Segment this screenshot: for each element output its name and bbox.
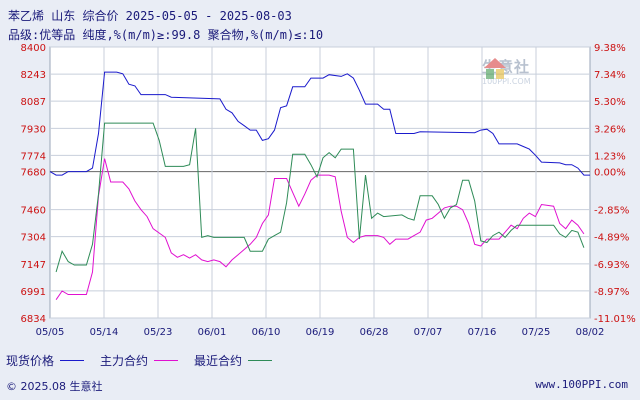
y-tick-label-right: 3.26% xyxy=(594,124,626,135)
legend-label-spot: 现货价格 xyxy=(6,354,55,368)
y-tick-label-right: -4.89% xyxy=(594,233,629,244)
x-tick-label: 06/19 xyxy=(306,327,335,338)
y-tick-label-right: -8.97% xyxy=(594,287,629,298)
y-tick-label-right: -6.93% xyxy=(594,260,629,271)
y-tick-label-right: 0.00% xyxy=(594,168,626,179)
y-tick-label-left: 7680 xyxy=(21,168,46,179)
legend-item-nearest: 最近合约 xyxy=(194,352,273,369)
x-tick-label: 07/25 xyxy=(522,327,551,338)
y-tick-label-left: 7774 xyxy=(21,151,46,162)
x-tick-label: 07/16 xyxy=(468,327,497,338)
y-tick-label-left: 8400 xyxy=(21,43,46,54)
chart-subtitle: 品级:优等品 纯度,%(m/m)≥:99.8 聚合物,%(m/m)≤:10 xyxy=(8,28,324,42)
x-tick-label: 06/10 xyxy=(252,327,281,338)
watermark-logo: 生意社 100PPI.COM xyxy=(482,56,531,86)
series-line-spot xyxy=(49,71,590,176)
x-tick-label: 05/23 xyxy=(144,327,173,338)
y-tick-label-left: 7147 xyxy=(21,260,46,271)
footer-site-link[interactable]: www.100PPI.com xyxy=(535,378,628,391)
y-tick-label-right: 1.23% xyxy=(594,151,626,162)
y-tick-label-right: -11.01% xyxy=(594,314,636,325)
chart-title: 苯乙烯 山东 综合价 2025-05-05 - 2025-08-03 xyxy=(8,9,292,23)
watermark-url: 100PPI.COM xyxy=(482,77,531,86)
y-tick-label-right: -2.85% xyxy=(594,206,629,217)
x-tick-label: 06/28 xyxy=(360,327,389,338)
y-tick-label-left: 7930 xyxy=(21,124,46,135)
y-tick-label-right: 5.30% xyxy=(594,97,626,108)
legend-item-main: 主力合约 xyxy=(100,352,179,369)
logo-house-icon xyxy=(484,58,506,79)
y-tick-label-left: 6991 xyxy=(21,287,46,298)
y-tick-label-left: 7304 xyxy=(21,233,46,244)
legend-swatch-nearest xyxy=(248,360,273,361)
y-tick-label-right: 7.34% xyxy=(594,70,626,81)
y-tick-label-left: 8087 xyxy=(21,97,46,108)
legend-item-spot: 现货价格 xyxy=(6,352,85,369)
x-tick-label: 08/02 xyxy=(576,327,605,338)
series-line-nearest xyxy=(55,122,585,273)
x-tick-label: 06/01 xyxy=(198,327,227,338)
series-line-main xyxy=(55,158,585,300)
legend-label-nearest: 最近合约 xyxy=(194,354,243,368)
y-tick-label-left: 8243 xyxy=(21,70,46,81)
y-tick-label-left: 6834 xyxy=(21,314,46,325)
y-tick-label-right: 9.38% xyxy=(594,43,626,54)
x-tick-label: 07/07 xyxy=(414,327,443,338)
legend-swatch-spot xyxy=(60,360,85,361)
footer-copyright: © 2025.08 生意社 xyxy=(6,380,103,393)
legend-label-main: 主力合约 xyxy=(100,354,149,368)
x-tick-label: 05/14 xyxy=(90,327,119,338)
y-tick-label-left: 7460 xyxy=(21,206,46,217)
legend-swatch-main xyxy=(154,360,179,361)
x-tick-label: 05/05 xyxy=(36,327,65,338)
chart-legend: 现货价格 主力合约 最近合约 xyxy=(6,352,288,369)
